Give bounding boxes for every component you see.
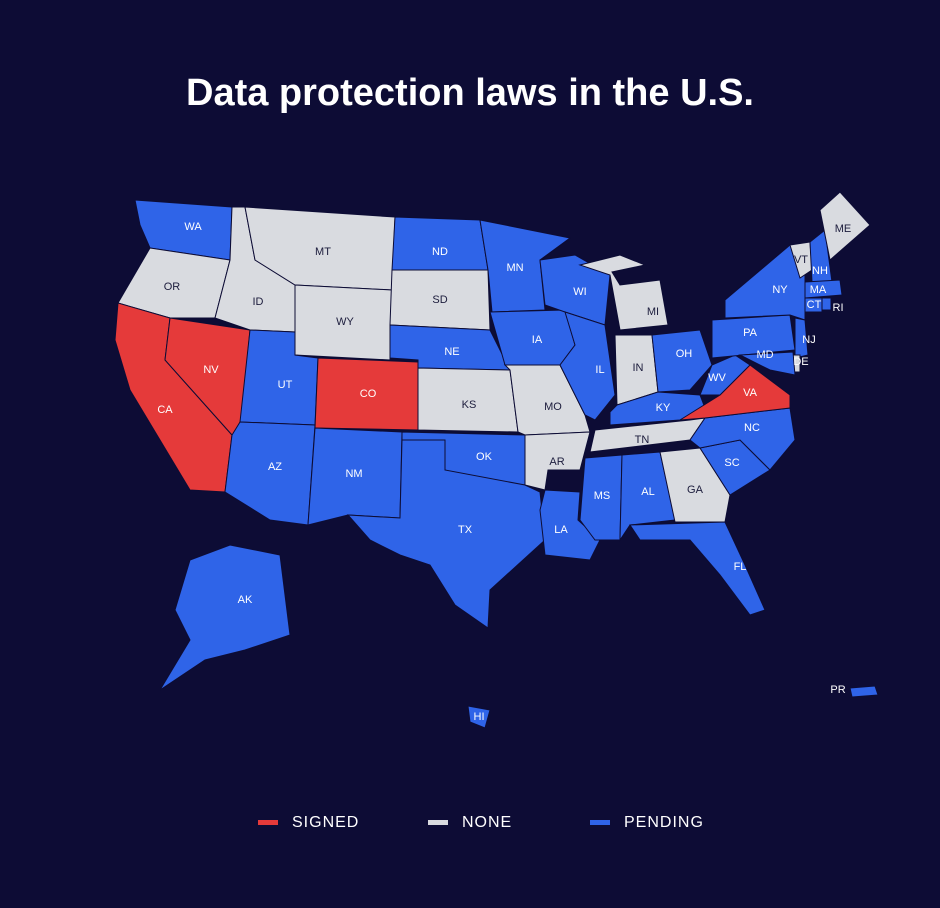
state-shape [578, 254, 669, 331]
state-label: HI [474, 711, 485, 723]
state-label: TN [635, 434, 650, 446]
state-label: WA [184, 221, 202, 233]
state-label: AL [641, 486, 654, 498]
state-shape [159, 544, 291, 691]
state-label: NC [744, 422, 760, 434]
state-label: AR [549, 456, 564, 468]
state-label: IA [532, 334, 543, 346]
state-label: WV [708, 372, 726, 384]
state-label: OR [164, 281, 181, 293]
state-label: CO [360, 388, 377, 400]
state-label: KS [462, 399, 477, 411]
state-label: VT [794, 254, 808, 266]
legend-label: SIGNED [292, 814, 359, 831]
state-label: NY [772, 284, 788, 296]
state-label: MN [506, 262, 523, 274]
state-label: MI [647, 306, 659, 318]
legend-swatch [590, 820, 610, 825]
state-label: PA [743, 327, 758, 339]
state-shape [391, 216, 489, 271]
legend-swatch [428, 820, 448, 825]
state-label: CA [157, 404, 173, 416]
state-label: MT [315, 246, 331, 258]
state-shape [539, 489, 601, 561]
state-label: AK [238, 594, 253, 606]
state-shape [467, 705, 491, 729]
legend-swatch [258, 820, 278, 825]
state-label: FL [734, 561, 747, 573]
legend-label: NONE [462, 814, 512, 831]
state-label: WI [573, 286, 586, 298]
state-label: PR [830, 684, 845, 696]
state-shape [224, 421, 316, 526]
state-shape [804, 279, 843, 299]
state-label: ME [835, 223, 852, 235]
state-label: MS [594, 490, 611, 502]
state-shape [819, 191, 871, 261]
state-label: OK [476, 451, 493, 463]
legend: SIGNED NONE PENDING [258, 814, 704, 831]
state-label: IN [633, 362, 644, 374]
state-label: VA [743, 387, 758, 399]
state-shape [699, 354, 751, 396]
state-label: GA [687, 484, 704, 496]
state-label: IL [595, 364, 604, 376]
state-shape [479, 219, 572, 313]
state-shape [651, 329, 713, 393]
state-label: LA [554, 524, 568, 536]
state-shape [619, 451, 676, 542]
state-label: ND [432, 246, 448, 258]
state-shape [629, 521, 766, 616]
state-label: KY [656, 402, 671, 414]
state-shape [579, 454, 623, 541]
title: Data protection laws in the U.S. [186, 72, 754, 114]
state-label: NM [345, 468, 362, 480]
state-label: NV [203, 364, 219, 376]
state-shape [738, 351, 796, 376]
state-label: RI [833, 302, 844, 314]
state-label: AZ [268, 461, 282, 473]
state-shape [659, 447, 731, 523]
state-shape [794, 317, 809, 359]
state-label: MD [756, 349, 773, 361]
state-shape [849, 685, 879, 698]
state-label: SD [432, 294, 447, 306]
state-label: OH [676, 348, 693, 360]
state-label: NJ [802, 334, 815, 346]
state-shape [821, 297, 832, 311]
state-shape [804, 297, 823, 313]
state-label: NH [812, 265, 828, 277]
state-label: MO [544, 401, 562, 413]
state-label: SC [724, 457, 739, 469]
state-label: TX [458, 524, 473, 536]
us-map: WA OR CA NV ID MT WY UT CO AZ NM ND SD NE KS OK TX MN IA MO… [114, 191, 879, 729]
state-label: DE [793, 356, 808, 368]
legend-label: PENDING [624, 814, 704, 831]
state-shape [524, 431, 591, 491]
state-shape [559, 311, 616, 421]
state-label: WY [336, 316, 354, 328]
state-label: CT [807, 299, 822, 311]
state-label: UT [278, 379, 293, 391]
state-label: ID [253, 296, 264, 308]
state-shape [609, 391, 706, 426]
state-label: MA [810, 284, 827, 296]
state-label: NE [444, 346, 459, 358]
state-shape [346, 439, 546, 629]
